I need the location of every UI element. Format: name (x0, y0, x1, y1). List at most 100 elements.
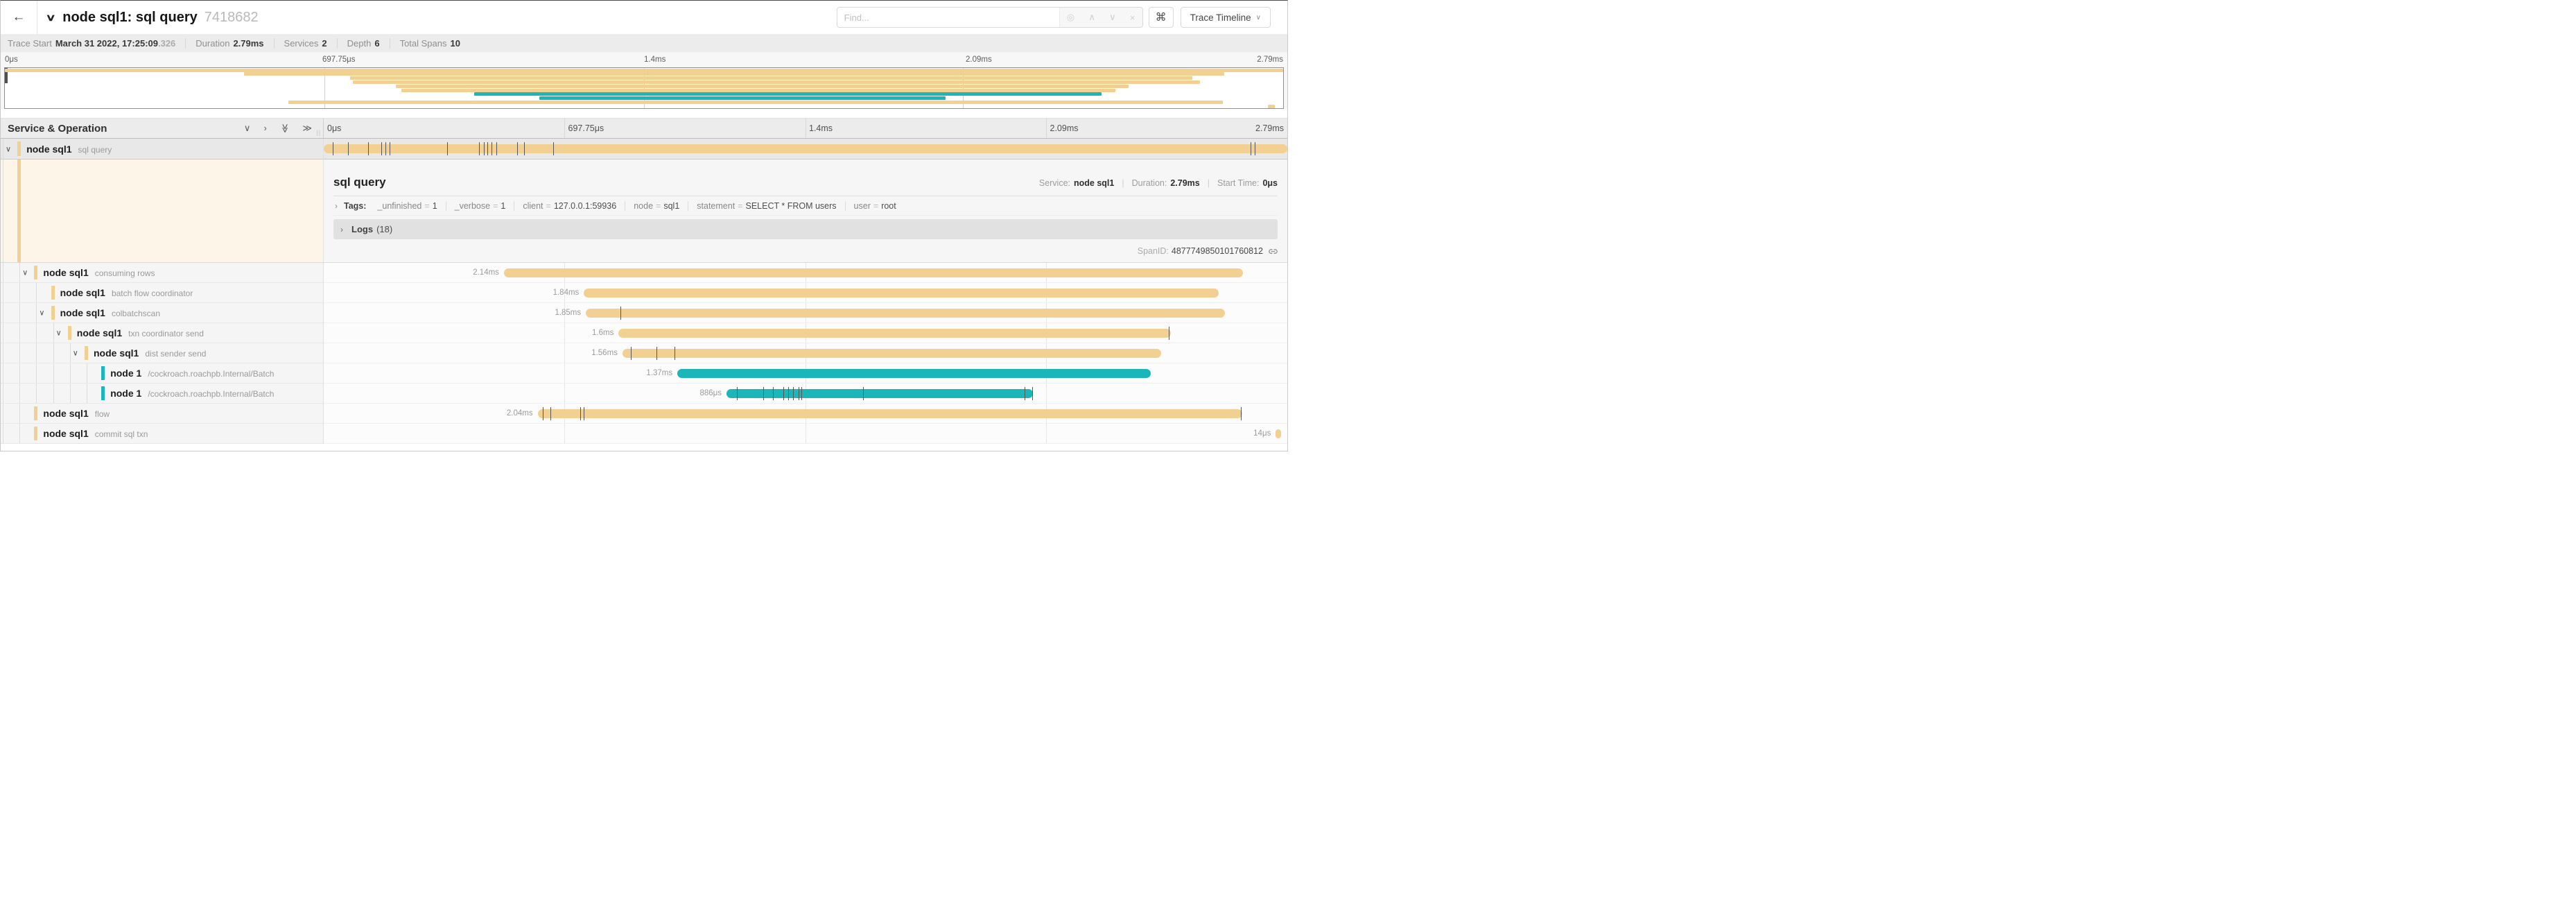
keyboard-shortcuts-button[interactable]: ⌘ (1148, 7, 1174, 28)
span-row[interactable]: node sql1 commit sql txn 14μs (1, 424, 1287, 444)
span-duration-bar[interactable] (584, 289, 1219, 298)
span-row[interactable]: node sql1 flow 2.04ms (1, 404, 1287, 424)
span-tree-cell[interactable]: node sql1 batch flow coordinator (1, 283, 324, 303)
trace-minimap: 0μs 697.75μs 1.4ms 2.09ms 2.79ms (1, 52, 1287, 109)
span-tree-cell[interactable]: ∨ node sql1 consuming rows (1, 263, 324, 283)
chevron-right-icon: › (340, 224, 343, 234)
span-timeline-cell[interactable] (324, 139, 1287, 160)
chevron-down-icon[interactable]: ∨ (6, 145, 12, 153)
link-icon[interactable] (1269, 247, 1278, 256)
duration-value: 2.79ms (233, 37, 264, 49)
expand-all-icon[interactable]: ≫ (302, 123, 312, 133)
span-row[interactable]: node 1/cockroach.roachpb.Internal/Batch 8… (1, 384, 1287, 404)
span-tree-cell[interactable]: node 1/cockroach.roachpb.Internal/Batch (1, 384, 324, 404)
tag-item: statement = SELECT * FROM users (688, 200, 844, 211)
span-timeline-cell[interactable]: 2.04ms (324, 404, 1287, 424)
span-color-bar (67, 326, 71, 340)
minimap-axis: 0μs 697.75μs 1.4ms 2.09ms 2.79ms (1, 52, 1287, 67)
span-tree-cell[interactable]: ∨ node sql1 colbatchscan (1, 303, 324, 323)
start-time-label: Start Time: (1217, 178, 1260, 188)
span-tree-cell[interactable]: ∨ node sql1 txn coordinator send (1, 323, 324, 343)
span-row[interactable]: ∨ node sql1 colbatchscan 1.85ms (1, 303, 1287, 323)
find-input[interactable] (837, 8, 1059, 27)
span-color-bar (51, 306, 55, 320)
span-service-name: node sql1 dist sender send (94, 347, 207, 359)
span-timeline-cell[interactable]: 14μs (324, 424, 1287, 444)
span-tree-cell[interactable]: ∨ node sql1 sql query (1, 139, 324, 160)
collapse-one-icon[interactable]: ∨ (243, 123, 251, 133)
span-tree-cell[interactable]: node sql1 commit sql txn (1, 424, 324, 444)
trace-view-selector-button[interactable]: Trace Timeline ∨ (1180, 7, 1271, 28)
span-duration-bar[interactable] (503, 268, 1244, 277)
span-tree-cell[interactable]: ∨ node sql1 dist sender send (1, 343, 324, 363)
tag-value: SELECT * FROM users (745, 200, 837, 211)
span-color-bar (17, 141, 21, 156)
span-operation-name: dist sender send (145, 349, 207, 359)
column-resizer-handle[interactable]: || (316, 129, 321, 136)
minimap-span-bar (396, 84, 1129, 88)
span-tree-cell[interactable]: node sql1 flow (1, 404, 324, 424)
tag-item: client = 127.0.0.1:59936 (514, 200, 625, 211)
log-marker-tick (483, 142, 485, 155)
span-color-bar (34, 406, 38, 420)
span-duration-bar[interactable] (324, 144, 1287, 153)
minimap-axis-tick: 2.79ms (1257, 55, 1283, 64)
span-duration-bar[interactable] (586, 309, 1225, 318)
log-marker-tick (385, 142, 386, 155)
span-row[interactable]: ∨ node sql1 sql query (1, 139, 1287, 160)
log-marker-tick (367, 142, 369, 155)
clear-find-icon[interactable]: × (1129, 12, 1135, 23)
back-button[interactable]: ← (1, 1, 37, 34)
span-duration-label: 2.04ms (506, 409, 533, 418)
timeline-axis-tick: 1.4ms (809, 123, 833, 133)
logs-accordion[interactable]: › Logs (18) (333, 219, 1278, 239)
span-timeline-cell[interactable]: 2.14ms (324, 263, 1287, 283)
span-timeline-cell[interactable]: 886μs (324, 384, 1287, 404)
span-timeline-cell[interactable]: 1.85ms (324, 303, 1287, 323)
service-label: Service: (1038, 178, 1071, 188)
minimap-span-bar (473, 92, 1102, 96)
span-row[interactable]: node sql1 batch flow coordinator 1.84ms (1, 283, 1287, 303)
collapse-all-icon[interactable]: ≫ (279, 123, 290, 133)
minimap-scrubber-handle[interactable] (5, 68, 8, 83)
span-timeline-cell[interactable]: 1.37ms (324, 363, 1287, 384)
chevron-down-icon[interactable]: ∨ (72, 349, 78, 358)
span-duration-bar[interactable] (677, 369, 1151, 378)
span-duration-bar[interactable] (618, 329, 1171, 338)
jaeger-trace-page: ← ∨ node sql1: sql query 7418682 ◎ ∧ ∨ ×… (0, 0, 1288, 452)
indent-guide (69, 384, 71, 403)
span-tree-cell[interactable]: node 1/cockroach.roachpb.Internal/Batch (1, 363, 324, 384)
span-timeline-cell[interactable]: 1.6ms (324, 323, 1287, 343)
indent-guide (69, 363, 71, 383)
service-operation-title: Service & Operation (8, 122, 107, 135)
span-row[interactable]: ∨ node sql1 consuming rows 2.14ms (1, 263, 1287, 283)
span-rows-top: ∨ node sql1 sql query (1, 139, 1287, 160)
trace-meta-band: Trace Start March 31 2022, 17:25:09.326 … (1, 34, 1287, 52)
span-row[interactable]: ∨ node sql1 txn coordinator send 1.6ms (1, 323, 1287, 343)
span-id-row: SpanID: 4877749850101760812 (1138, 246, 1278, 256)
tags-list: _unfinished = 1 _verbose = 1 client = 127.0.0.1:… (369, 200, 904, 211)
chevron-down-icon[interactable]: ∨ (39, 309, 45, 318)
page-title: node sql1: sql query (62, 9, 198, 25)
minimap-canvas[interactable] (4, 67, 1284, 109)
minimap-axis-tick: 697.75μs (322, 55, 356, 64)
span-timeline-cell[interactable]: 1.56ms (324, 343, 1287, 363)
span-row[interactable]: node 1/cockroach.roachpb.Internal/Batch 1… (1, 363, 1287, 384)
match-locate-icon[interactable]: ◎ (1066, 12, 1075, 22)
span-row[interactable]: ∨ node sql1 dist sender send 1.56ms (1, 343, 1287, 363)
log-marker-tick (1241, 407, 1242, 420)
prev-match-icon[interactable]: ∧ (1088, 12, 1095, 22)
span-duration-bar[interactable] (537, 409, 1242, 418)
span-duration-bar[interactable] (622, 349, 1161, 358)
span-duration-bar[interactable] (726, 389, 1034, 398)
tags-accordion[interactable]: › Tags: _unfinished = 1 _verbose = 1 client = 12… (333, 196, 1278, 216)
indent-guide (36, 384, 37, 403)
expand-one-icon[interactable]: › (263, 123, 267, 133)
next-match-icon[interactable]: ∨ (1109, 12, 1116, 22)
chevron-down-icon[interactable]: ∨ (55, 329, 62, 338)
span-duration-bar[interactable] (1276, 429, 1281, 438)
span-timeline-cell[interactable]: 1.84ms (324, 283, 1287, 303)
indent-guide (36, 303, 37, 322)
collapse-trace-chevron-icon[interactable]: ∨ (45, 11, 56, 23)
chevron-down-icon[interactable]: ∨ (22, 268, 28, 277)
